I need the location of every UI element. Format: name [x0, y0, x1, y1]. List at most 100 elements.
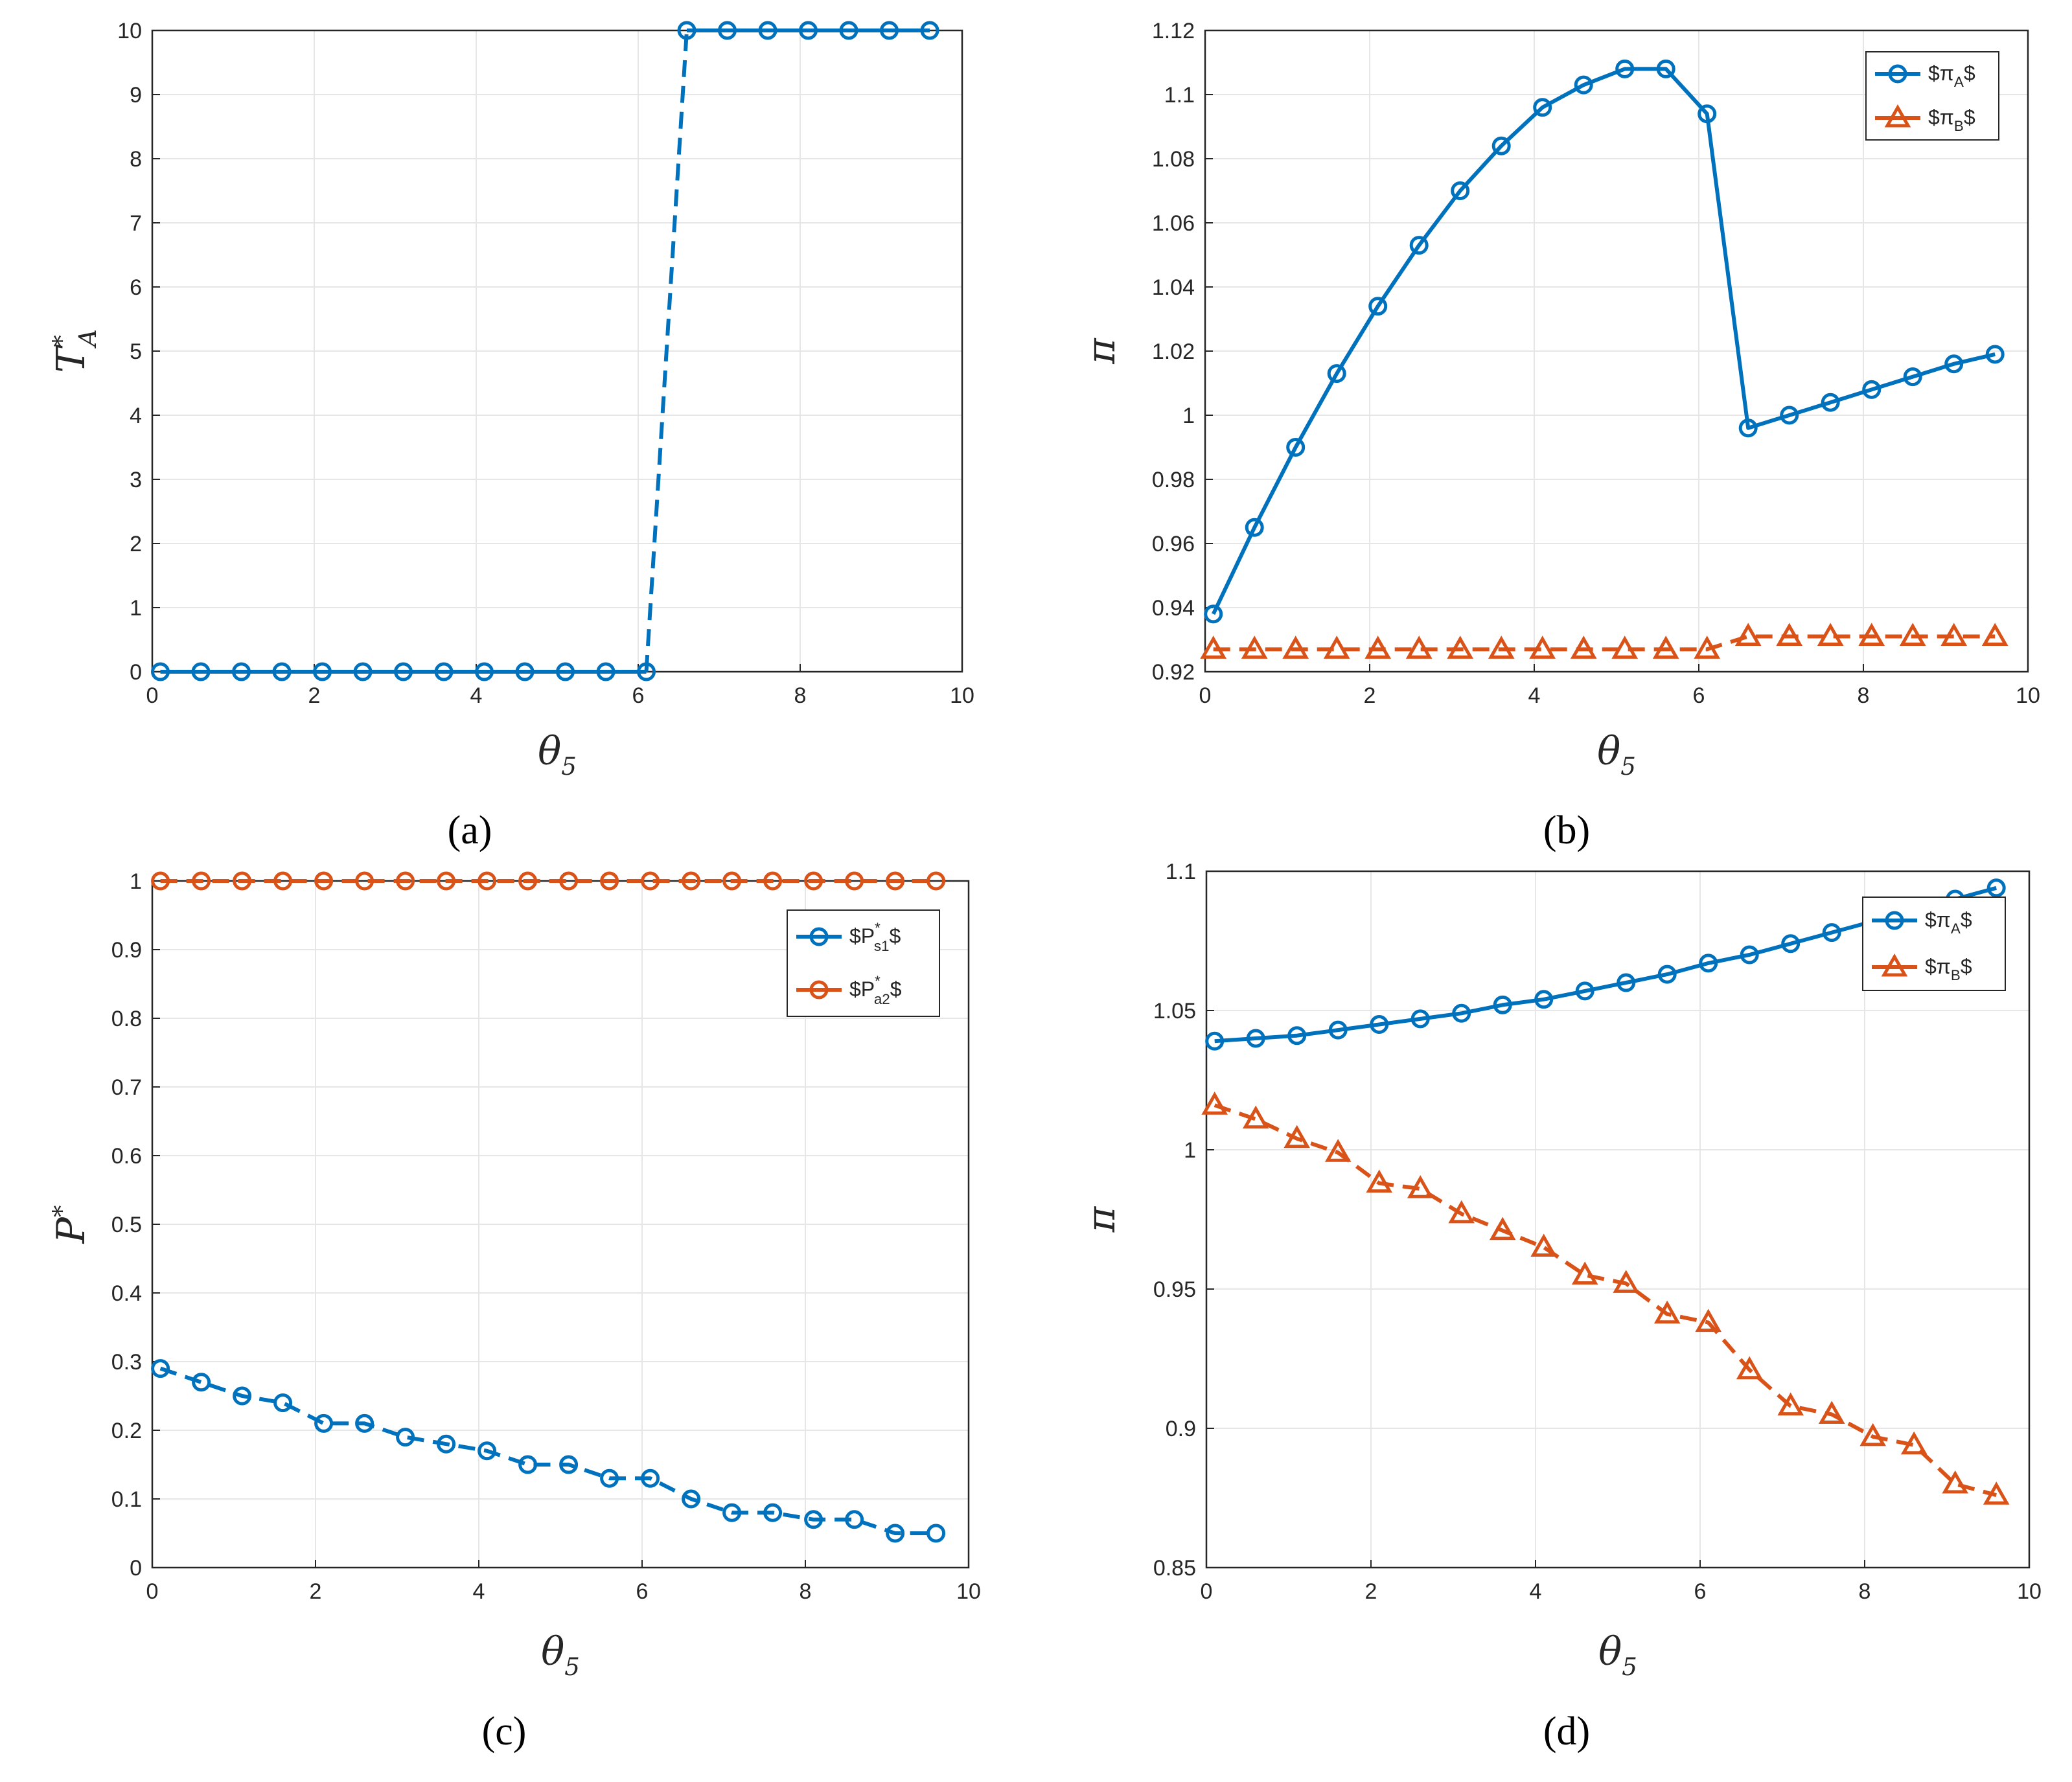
- data-point: [1447, 635, 1474, 659]
- y-axis-label: π: [1079, 1205, 1124, 1233]
- data-point: [1858, 623, 1885, 646]
- data-point: [396, 1428, 415, 1447]
- y-tick-label: 1: [130, 596, 142, 621]
- data-point: [314, 871, 334, 891]
- y-tick-label: 0.5: [111, 1213, 142, 1237]
- data-point: [1327, 364, 1346, 383]
- x-axis-label: θ5: [541, 1629, 580, 1681]
- data-point: [1780, 406, 1799, 425]
- data-point: [515, 662, 535, 681]
- data-point: [192, 1373, 211, 1392]
- legend: $πA$ $πB$: [1862, 897, 2006, 991]
- y-tick-label: 3: [130, 468, 142, 492]
- x-tick-label: 4: [470, 683, 483, 708]
- data-point: [1818, 1400, 1845, 1424]
- y-tick-label: 1.1: [1164, 83, 1195, 108]
- y-tick-label: 6: [130, 275, 142, 300]
- data-point: [1286, 438, 1306, 457]
- y-tick-label: 0.9: [1166, 1417, 1196, 1441]
- x-tick-label: 6: [632, 683, 645, 708]
- data-point: [1736, 1356, 1763, 1380]
- data-point: [559, 1455, 579, 1474]
- y-tick-label: 1.04: [1152, 275, 1195, 300]
- data-point: [1777, 1392, 1804, 1416]
- data-point: [151, 662, 170, 681]
- data-point: [641, 871, 660, 891]
- data-point: [1452, 1003, 1471, 1023]
- data-point: [313, 662, 332, 681]
- legend-entry-label: $πA$: [1925, 908, 1972, 937]
- data-point: [886, 871, 905, 891]
- y-tick-label: 5: [130, 339, 142, 364]
- data-point: [1574, 75, 1593, 95]
- data-point: [1698, 104, 1717, 124]
- data-point: [722, 871, 742, 891]
- data-point: [1575, 981, 1594, 1001]
- legend-box: [787, 909, 940, 1017]
- data-point: [1986, 878, 2006, 898]
- series-blue-0: [151, 1359, 946, 1543]
- x-tick-label: 8: [1859, 1579, 1871, 1604]
- x-tick-label: 10: [956, 1579, 981, 1604]
- y-tick-label: 0: [130, 1556, 142, 1581]
- x-tick-label: 2: [310, 1579, 322, 1604]
- x-tick-label: 6: [1694, 1579, 1707, 1604]
- chart-panel-a: 0 2 4 6 8 10 0 1 2 3 4 5 6 7 8 9 10 θ5 T*A: [47, 19, 974, 781]
- data-point: [1821, 393, 1840, 412]
- legend-entry-label: $πB$: [1925, 955, 1972, 983]
- y-tick-label: 0.96: [1152, 532, 1195, 556]
- chart-panel-b: 0 2 4 6 8 10 0.92 0.94 0.96 0.98 1 1.02 1.04 1.06 1.08…: [1079, 19, 2040, 781]
- x-tick-label: 6: [1693, 683, 1705, 708]
- legend-entry-label: $πA$: [1928, 62, 1975, 90]
- data-point: [845, 1510, 864, 1529]
- data-point: [1570, 635, 1597, 659]
- data-point: [1534, 990, 1554, 1009]
- data-point: [1981, 623, 2009, 646]
- data-point: [233, 1386, 252, 1406]
- data-point: [1983, 1481, 2010, 1505]
- x-tick-label: 4: [1528, 683, 1541, 708]
- data-point: [839, 21, 858, 40]
- y-tick-label: 4: [130, 404, 142, 428]
- data-point: [920, 21, 939, 40]
- data-point: [1699, 954, 1718, 973]
- data-point: [518, 871, 538, 891]
- data-point: [272, 662, 292, 681]
- data-point: [1488, 635, 1515, 659]
- data-point: [1200, 635, 1227, 659]
- y-tick-label: 1: [130, 869, 142, 894]
- y-tick-label: 2: [130, 532, 142, 556]
- data-point: [1448, 1200, 1475, 1224]
- y-tick-label: 8: [130, 147, 142, 172]
- data-point: [1615, 59, 1635, 78]
- data-point: [1451, 181, 1470, 200]
- data-point: [1822, 923, 1841, 942]
- data-point: [804, 1510, 823, 1529]
- panel-label-d: (d): [1543, 1709, 1590, 1753]
- x-tick-label: 6: [636, 1579, 649, 1604]
- legend-marker: [1885, 911, 1904, 930]
- data-point: [1409, 236, 1429, 255]
- panel-label-a: (a): [448, 808, 492, 852]
- y-tick-label: 0.95: [1153, 1277, 1196, 1302]
- data-point: [1204, 604, 1223, 624]
- data-point: [518, 1455, 538, 1474]
- y-tick-label: 1: [1184, 1138, 1196, 1163]
- legend-marker: [809, 980, 829, 1000]
- data-point: [1734, 623, 1762, 646]
- data-point: [353, 662, 373, 681]
- data-point: [1407, 1175, 1434, 1198]
- panel-label-b: (b): [1543, 808, 1590, 852]
- legend-marker: [1884, 104, 1911, 128]
- y-tick-label: 0.6: [111, 1144, 142, 1169]
- y-tick-label: 1.06: [1152, 211, 1195, 236]
- y-tick-label: 0.92: [1152, 660, 1195, 685]
- x-tick-label: 2: [308, 683, 321, 708]
- data-point: [763, 871, 783, 891]
- series-line: [1214, 1103, 1997, 1498]
- y-tick-label: 0.4: [111, 1281, 142, 1306]
- x-tick-label: 0: [146, 1579, 159, 1604]
- data-point: [478, 871, 497, 891]
- y-tick-label: 1.05: [1153, 999, 1196, 1023]
- legend-marker: [809, 927, 829, 946]
